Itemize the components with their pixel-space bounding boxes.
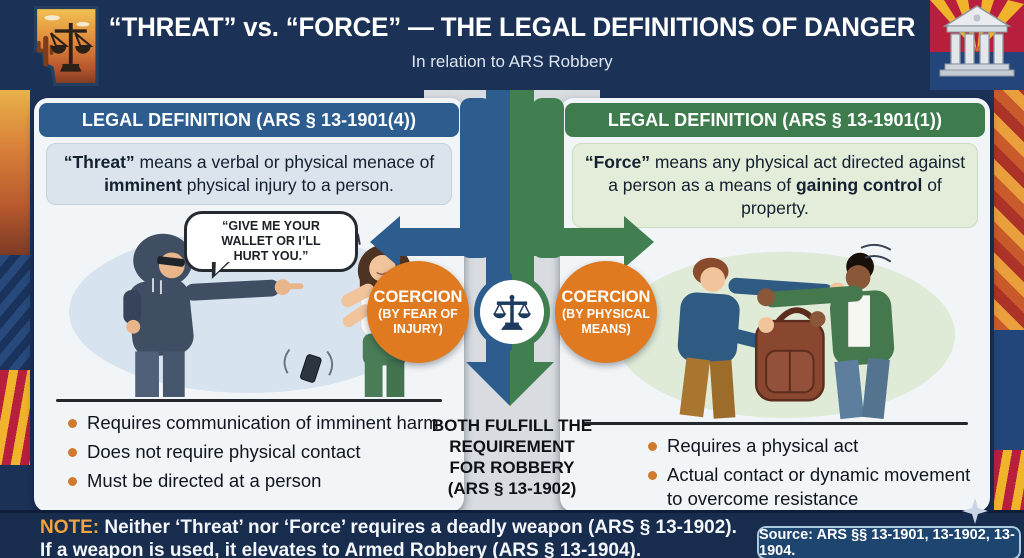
page-title: “THREAT” vs. “FORCE” — THE LEGAL DEFINIT…	[108, 12, 916, 42]
arizona-desert-scales-icon	[33, 5, 99, 87]
badge-subtitle: MEANS)	[581, 321, 631, 336]
scales-medallion-inner	[480, 280, 544, 344]
courthouse-icon	[930, 0, 1024, 90]
scales-medallion	[474, 274, 550, 350]
flag-rays-motif	[0, 370, 30, 465]
threat-banner: LEGAL DEFINITION (ARS § 13-1901(4))	[39, 103, 459, 137]
speech-line: “GIVE ME YOUR	[222, 219, 320, 233]
definition-text: means a verbal or physical menace of	[134, 152, 435, 172]
note-text: Neither ‘Threat’ nor ‘Force’ requires a …	[99, 517, 737, 538]
bullet-text: Actual contact or dynamic movement to ov…	[667, 464, 971, 509]
bullet-dot-icon	[68, 477, 77, 486]
definition-emphasis: imminent	[104, 175, 182, 195]
note: NOTE: Neither ‘Threat’ nor ‘Force’ requi…	[40, 516, 737, 558]
badge-subtitle: (BY FEAR OF	[378, 306, 458, 321]
speech-bubble: “GIVE ME YOUR WALLET OR I’LL HURT YOU.”	[184, 211, 358, 272]
force-scene	[614, 243, 956, 420]
force-illustration	[560, 234, 990, 420]
bullet-dot-icon	[68, 419, 77, 428]
sun-rays-motif	[994, 90, 1024, 330]
definition-term: “Force”	[584, 152, 650, 172]
bullet-text: Does not require physical contact	[87, 441, 361, 462]
badge-title: COERCION	[561, 287, 651, 306]
speech-line: HURT YOU.”	[233, 249, 309, 263]
bullet-dot-icon	[648, 471, 657, 480]
note-line: NOTE: Neither ‘Threat’ nor ‘Force’ requi…	[40, 516, 737, 539]
stripe-motif	[0, 255, 30, 370]
list-item: Actual contact or dynamic movement to ov…	[648, 463, 982, 511]
definition-term: “Threat”	[63, 152, 135, 172]
bullet-text: Requires communication of imminent harm	[87, 412, 439, 433]
bullet-dot-icon	[68, 448, 77, 457]
definition-text: means any physical act directed against …	[608, 152, 966, 195]
footer: NOTE: Neither ‘Threat’ nor ‘Force’ requi…	[0, 510, 1024, 558]
bullet-text: Must be directed at a person	[87, 470, 322, 491]
note-line: If a weapon is used, it elevates to Arme…	[40, 540, 642, 558]
force-definition: “Force” means any physical act directed …	[572, 143, 978, 228]
threat-definition: “Threat” means a verbal or physical mena…	[46, 143, 452, 205]
divider-line	[56, 399, 442, 402]
coercion-fear-badge: COERCION (BY FEAR OF INJURY)	[367, 261, 469, 363]
note-label: NOTE:	[40, 517, 100, 538]
force-banner: LEGAL DEFINITION (ARS § 13-1901(1))	[565, 103, 985, 137]
divider-line	[582, 422, 968, 425]
conclusion-line: (ARS § 13-1902)	[447, 479, 577, 498]
bullet-text: Requires a physical act	[667, 435, 859, 456]
blue-motif	[994, 330, 1024, 450]
desert-motif	[0, 90, 30, 255]
list-item: Must be directed at a person	[68, 469, 456, 493]
source-badge: Source: ARS §§ 13-1901, 13-1902, 13-1904…	[757, 526, 1021, 558]
force-panel: LEGAL DEFINITION (ARS § 13-1901(1)) “For…	[560, 98, 990, 538]
conclusion-line: REQUIREMENT	[449, 437, 575, 456]
scales-of-justice-icon	[492, 294, 532, 330]
badge-title: COERCION	[373, 287, 463, 306]
conclusion-line: FOR ROBBERY	[449, 458, 575, 477]
badge-subtitle: INJURY)	[393, 321, 443, 336]
conclusion-line: BOTH FULFILL THE	[431, 416, 593, 435]
conclusion-text: BOTH FULFILL THE REQUIREMENT FOR ROBBERY…	[416, 415, 608, 499]
list-item: Does not require physical contact	[68, 440, 456, 464]
arizona-border-left	[0, 90, 30, 558]
speech-line: WALLET OR I’LL	[221, 234, 321, 248]
definition-emphasis: gaining control	[795, 175, 923, 195]
definition-text: physical injury to a person.	[181, 175, 394, 195]
list-item: Requires a physical act	[648, 434, 982, 458]
four-point-star-sparkle-icon	[962, 498, 988, 524]
bullet-dot-icon	[648, 442, 657, 451]
badge-subtitle: (BY PHYSICAL	[562, 306, 650, 321]
definition-text: of property.	[741, 175, 942, 218]
coercion-physical-badge: COERCION (BY PHYSICAL MEANS)	[555, 261, 657, 363]
page-subtitle: In relation to ARS Robbery	[411, 52, 613, 71]
arizona-border-right	[994, 90, 1024, 558]
flow-arrows	[370, 90, 654, 406]
header: “THREAT” vs. “FORCE” — THE LEGAL DEFINIT…	[0, 0, 1024, 90]
threat-bullet-list: Requires communication of imminent harm …	[34, 402, 464, 493]
list-item: Requires communication of imminent harm	[68, 411, 456, 435]
